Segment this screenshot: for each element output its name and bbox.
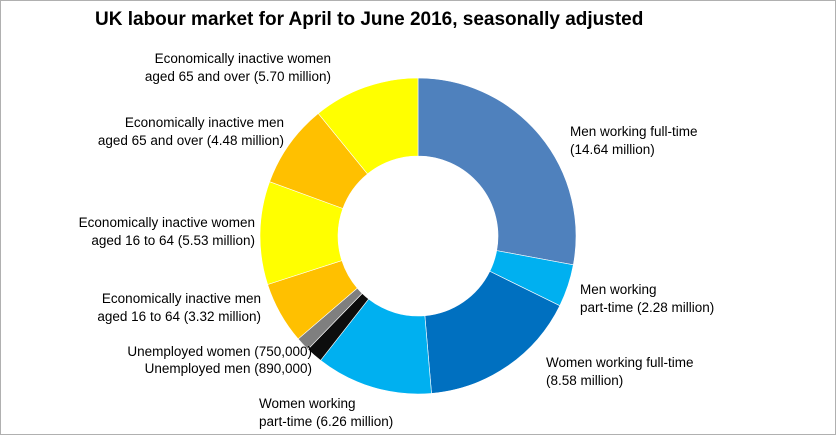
slice-label-line: (14.64 million) <box>570 142 655 157</box>
slice-label-line: Women working <box>259 396 356 411</box>
slice-label-1: Men working full-time (14.64 million) <box>570 124 698 157</box>
slice-label-line: aged 16 to 64 (3.32 million) <box>97 309 261 324</box>
slice-label-line: Economically inactive women <box>155 51 331 66</box>
slice-label-line: Economically inactive men <box>102 291 261 306</box>
slice-label-line: Men working <box>580 282 657 297</box>
slice-label-9: Economically inactive men aged 65 and ove… <box>98 115 284 148</box>
chart-title: UK labour market for April to June 2016,… <box>95 9 644 30</box>
donut-slice-1 <box>417 77 577 266</box>
slice-label-4: Women working part-time (6.26 million) <box>259 396 393 429</box>
slice-label-line: aged 65 and over (5.70 million) <box>145 69 331 84</box>
slice-label-5: Unemployed men (890,000) <box>145 361 312 376</box>
slice-label-line: Economically inactive women <box>79 215 255 230</box>
slice-label-line: Unemployed men (890,000) <box>145 361 312 376</box>
slice-label-line: (8.58 million) <box>546 373 623 388</box>
slice-label-8: Economically inactive women aged 16 to 64… <box>79 215 255 248</box>
slice-label-line: Economically inactive men <box>125 115 284 130</box>
slice-label-2: Men working part-time (2.28 million) <box>580 282 714 315</box>
slice-label-line: part-time (2.28 million) <box>580 300 714 315</box>
donut-slice-10 <box>317 77 419 175</box>
labels-group: Men working full-time (14.64 million)Men … <box>79 51 715 429</box>
slice-label-line: part-time (6.26 million) <box>259 414 393 429</box>
slice-label-3: Women working full-time (8.58 million) <box>546 355 694 388</box>
slice-label-6: Unemployed women (750,000) <box>127 344 312 359</box>
slice-label-line: aged 16 to 64 (5.53 million) <box>91 233 255 248</box>
slice-label-line: Unemployed women (750,000) <box>127 344 312 359</box>
slice-label-7: Economically inactive men aged 16 to 64 (… <box>97 291 261 324</box>
slice-label-line: Men working full-time <box>570 124 698 139</box>
slice-label-10: Economically inactive women aged 65 and o… <box>145 51 331 84</box>
slice-label-line: aged 65 and over (4.48 million) <box>98 133 284 148</box>
slice-label-line: Women working full-time <box>546 355 694 370</box>
slices-group <box>259 77 577 395</box>
